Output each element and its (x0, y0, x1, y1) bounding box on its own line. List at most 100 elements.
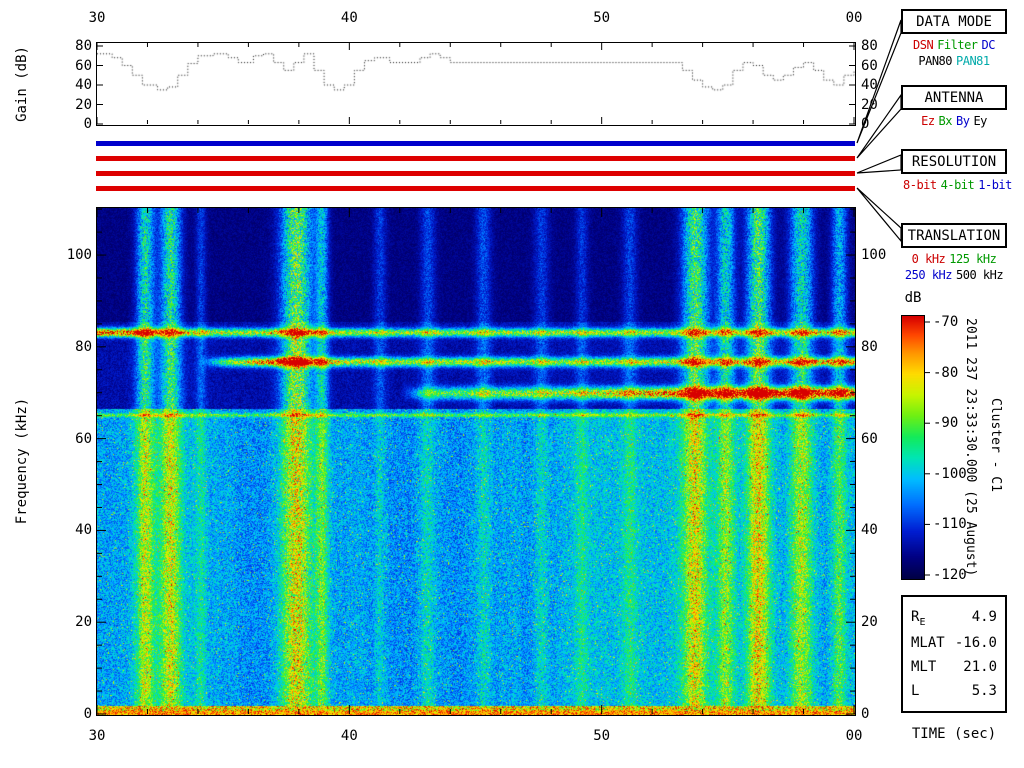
data-mode-panel: DATA MODE (901, 9, 1007, 34)
freq-tick-label-right: 60 (861, 430, 878, 447)
time-tick-label-bottom: 00 (845, 728, 863, 744)
colorbar-tick-label: -120 (933, 567, 967, 583)
gain-tick-label-left: 80 (75, 38, 92, 54)
freq-tick-label-right: 80 (861, 338, 878, 355)
resolution-bar (96, 171, 855, 176)
antenna-panel: ANTENNA (901, 85, 1007, 110)
option-bx: Bx (938, 114, 953, 128)
freq-tick-label-right: 20 (861, 614, 878, 631)
colorbar-tick-label: -110 (933, 516, 967, 533)
freq-tick-label-right: 0 (861, 706, 870, 722)
antenna-bar (96, 156, 855, 161)
time-tick-label-top: 00 (845, 10, 863, 26)
gain-plot-canvas (97, 43, 855, 125)
gain-tick-label-right: 40 (861, 77, 878, 93)
resolution-panel: RESOLUTION (901, 149, 1007, 174)
freq-tick-label-left: 100 (66, 247, 92, 264)
time-axis-label: TIME (sec) (911, 726, 997, 742)
stat-re: RE 4.9 (911, 609, 997, 628)
stat-l-label: L (911, 683, 920, 700)
freq-tick-label-right: 40 (861, 522, 878, 539)
translation-bar (96, 186, 855, 191)
gain-tick-label-left: 60 (75, 57, 92, 74)
gain-tick-label-left: 40 (75, 77, 92, 93)
gain-tick-label-left: 0 (83, 116, 92, 132)
resolution-panel-title: RESOLUTION (911, 153, 997, 170)
time-tick-label-top: 30 (88, 10, 106, 26)
freq-tick-label-right: 100 (861, 247, 887, 264)
time-tick-label-top: 40 (340, 10, 358, 26)
panel-option-row: 0 kHz 125 kHz (901, 251, 1007, 267)
time-tick-label-bottom: 40 (340, 728, 358, 744)
translation-panel-title: TRANSLATION (907, 227, 1001, 244)
antenna-panel-title: ANTENNA (924, 89, 984, 106)
panel-option-row: DSN Filter DC (901, 37, 1007, 53)
timestamp-annotation: 2011 237 23:33:30.000 (25 August) (963, 318, 978, 577)
stat-mlt-label: MLT (911, 659, 937, 676)
freq-tick-label-left: 60 (75, 430, 92, 447)
panel-option-row: 8-bit 4-bit 1-bit (901, 177, 1012, 193)
stat-re-label: RE (911, 608, 926, 628)
option-125-khz: 125 kHz (949, 252, 997, 266)
freq-tick-label-left: 20 (75, 614, 92, 631)
translation-options: 0 kHz 125 kHz 250 kHz 500 kHz (901, 251, 1007, 283)
option-dsn: DSN (913, 38, 934, 52)
callout-tail (856, 187, 902, 243)
frequency-axis-label: Frequency (kHz) (14, 397, 30, 525)
colorbar-canvas (902, 316, 924, 579)
data-mode-bar (96, 141, 855, 146)
callout-tail (856, 154, 902, 174)
spacecraft-annotation: Cluster - C1 (988, 398, 1003, 492)
option-4-bit: 4-bit (940, 178, 975, 192)
stat-l: L 5.3 (911, 683, 997, 699)
colorbar-db-label: dB (904, 290, 922, 306)
freq-tick-label-left: 40 (75, 522, 92, 539)
resolution-options: 8-bit 4-bit 1-bit (901, 177, 1012, 193)
option-ez: Ez (921, 114, 935, 128)
colorbar-tick-label: -90 (933, 415, 959, 432)
option-by: By (956, 114, 970, 128)
data-mode-panel-title: DATA MODE (916, 13, 992, 30)
gain-tick-label-right: 60 (861, 57, 878, 74)
stat-l-value: 5.3 (971, 683, 997, 700)
gain-tick-label-left: 20 (75, 96, 92, 113)
option-8-bit: 8-bit (903, 178, 937, 192)
stat-mlt-value: 21.0 (963, 659, 997, 676)
colorbar-tick-label: -80 (933, 364, 959, 381)
panel-option-row: Ez Bx By Ey (901, 113, 1007, 129)
data-mode-options: DSN Filter DC PAN80 PAN81 (901, 37, 1007, 69)
stat-mlat-value: -16.0 (954, 635, 997, 652)
time-tick-label-bottom: 30 (88, 728, 106, 744)
spectrogram-plot (96, 207, 856, 716)
freq-tick-label-left: 0 (83, 706, 92, 722)
stat-mlat: MLAT -16.0 (911, 635, 997, 651)
stat-re-value: 4.9 (971, 608, 997, 625)
colorbar-tick-label: -100 (933, 465, 967, 482)
option-1-bit: 1-bit (978, 178, 1012, 192)
option-ey: Ey (973, 114, 987, 128)
stat-mlt: MLT 21.0 (911, 659, 997, 675)
spectrogram-canvas (97, 208, 855, 715)
stat-mlat-label: MLAT (911, 635, 945, 652)
orbit-stats-panel: RE 4.9 MLAT -16.0 MLT 21.0 L 5.3 (901, 595, 1007, 713)
option-dc: DC (981, 38, 996, 52)
gain-tick-label-right: 80 (861, 38, 878, 54)
panel-option-row: PAN80 PAN81 (901, 53, 1007, 69)
option-500-khz: 500 kHz (956, 268, 1004, 282)
colorbar-tick-label: -70 (933, 314, 959, 330)
translation-panel: TRANSLATION (901, 223, 1007, 248)
time-tick-label-top: 50 (593, 10, 611, 26)
freq-tick-label-left: 80 (75, 338, 92, 355)
antenna-options: Ez Bx By Ey (901, 113, 1007, 129)
panel-option-row: 250 kHz 500 kHz (901, 267, 1007, 283)
colorbar (901, 315, 925, 580)
gain-tick-label-right: 0 (861, 116, 870, 132)
option-0-khz: 0 kHz (911, 252, 946, 266)
option-pan80: PAN80 (918, 54, 952, 68)
gain-tick-label-right: 20 (861, 96, 878, 113)
option-250-khz: 250 kHz (904, 268, 953, 282)
gain-plot (96, 42, 856, 126)
option-filter: Filter (937, 38, 978, 52)
gain-axis-label: Gain (dB) (14, 46, 30, 122)
